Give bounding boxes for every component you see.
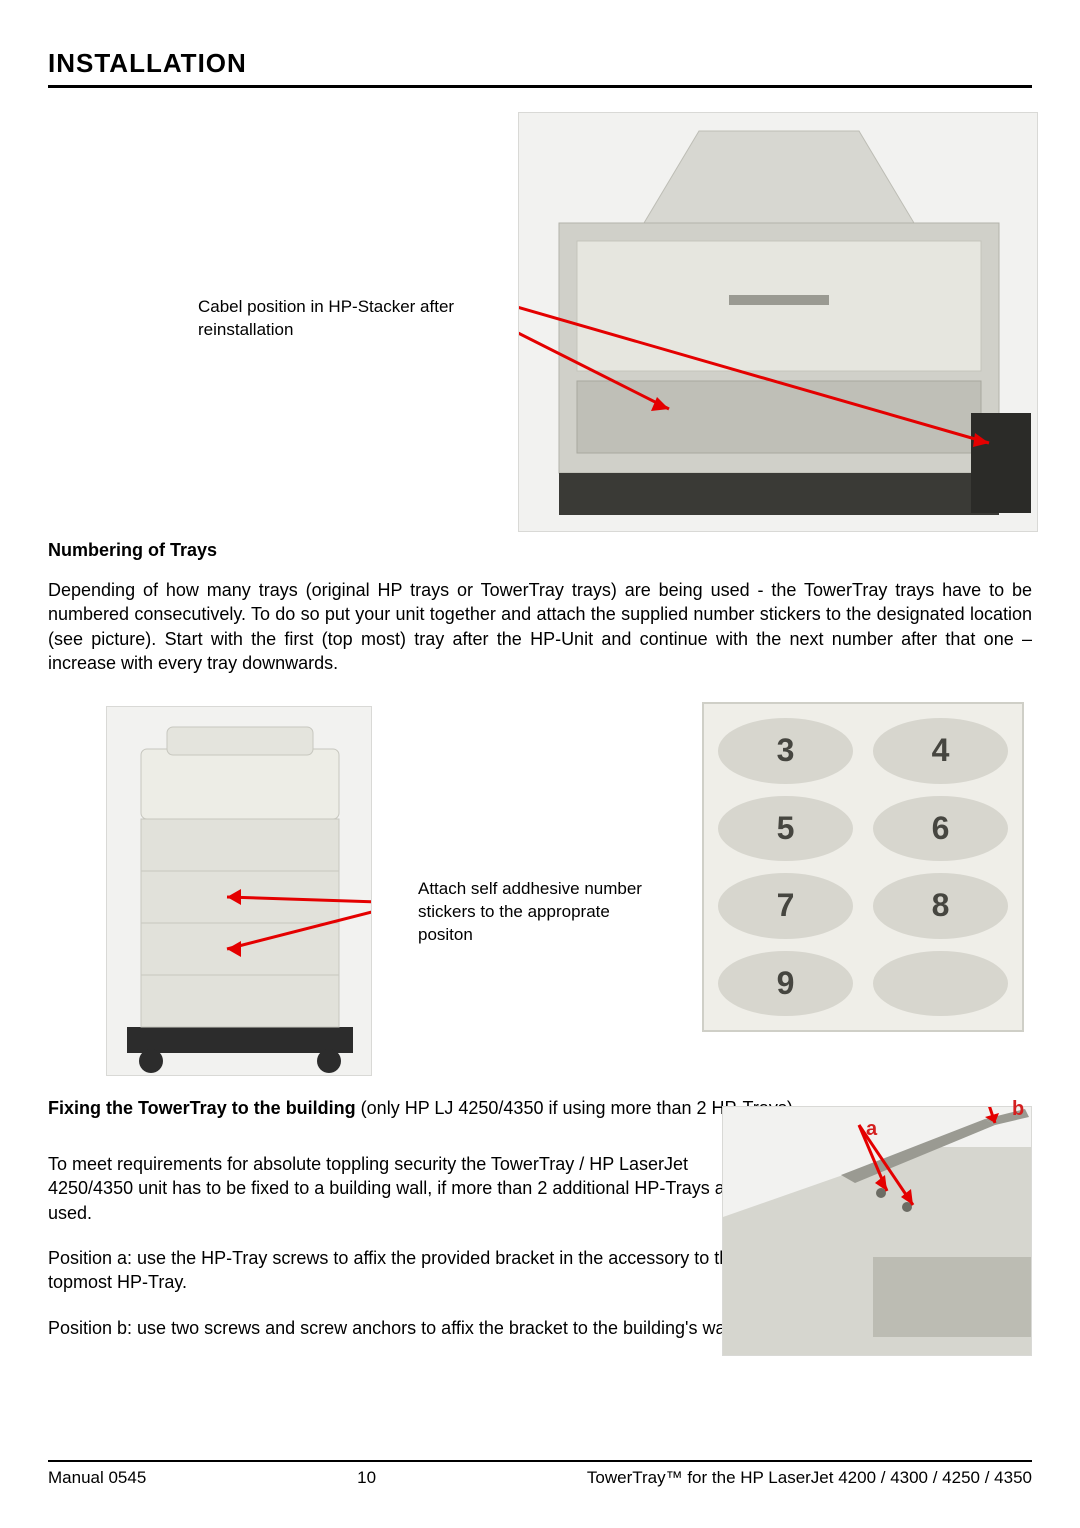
sticker-7: 7 [718, 873, 853, 939]
fixing-p2: Position a: use the HP-Tray screws to af… [48, 1246, 750, 1295]
stacker-caption: Cabel position in HP-Stacker after reins… [198, 296, 458, 342]
sticker-4: 4 [873, 718, 1008, 784]
figure-stacker [518, 112, 1038, 532]
sticker-caption: Attach self addhesive number stickers to… [418, 878, 648, 947]
printer-tower-illustration [107, 707, 372, 1076]
numbering-heading: Numbering of Trays [48, 540, 217, 561]
numbering-paragraph: Depending of how many trays (original HP… [48, 578, 1032, 675]
header-rule [48, 85, 1032, 88]
sticker-9: 9 [718, 951, 853, 1017]
bracket-label-a: a [866, 1118, 877, 1141]
figure-sticker-sheet: 3 4 5 6 7 8 9 [702, 702, 1024, 1032]
page: INSTALLATION Cabel position in HP-Stacke… [0, 0, 1080, 1528]
footer-right: TowerTray™ for the HP LaserJet 4200 / 43… [587, 1468, 1032, 1488]
bracket-illustration [723, 1107, 1032, 1356]
fixing-p3: Position b: use two screws and screw anc… [48, 1316, 750, 1340]
fixing-heading-bold: Fixing the TowerTray to the building [48, 1098, 356, 1118]
fixing-heading: Fixing the TowerTray to the building (on… [48, 1098, 793, 1119]
sticker-3: 3 [718, 718, 853, 784]
figure-printer-tower [106, 706, 372, 1076]
sticker-blank [873, 951, 1008, 1017]
sticker-5: 5 [718, 796, 853, 862]
stacker-illustration [519, 113, 1038, 532]
footer-left: Manual 0545 [48, 1468, 146, 1488]
figure-bracket [722, 1106, 1032, 1356]
sticker-6: 6 [873, 796, 1008, 862]
section-title: INSTALLATION [48, 48, 1032, 79]
fixing-p1: To meet requirements for absolute toppli… [48, 1152, 750, 1225]
page-footer: Manual 0545 10 TowerTray™ for the HP Las… [48, 1460, 1032, 1488]
sticker-8: 8 [873, 873, 1008, 939]
footer-page-number: 10 [357, 1468, 376, 1488]
footer-rule [48, 1460, 1032, 1462]
sticker-grid: 3 4 5 6 7 8 9 [718, 718, 1008, 1016]
bracket-label-b: b [1012, 1098, 1024, 1121]
